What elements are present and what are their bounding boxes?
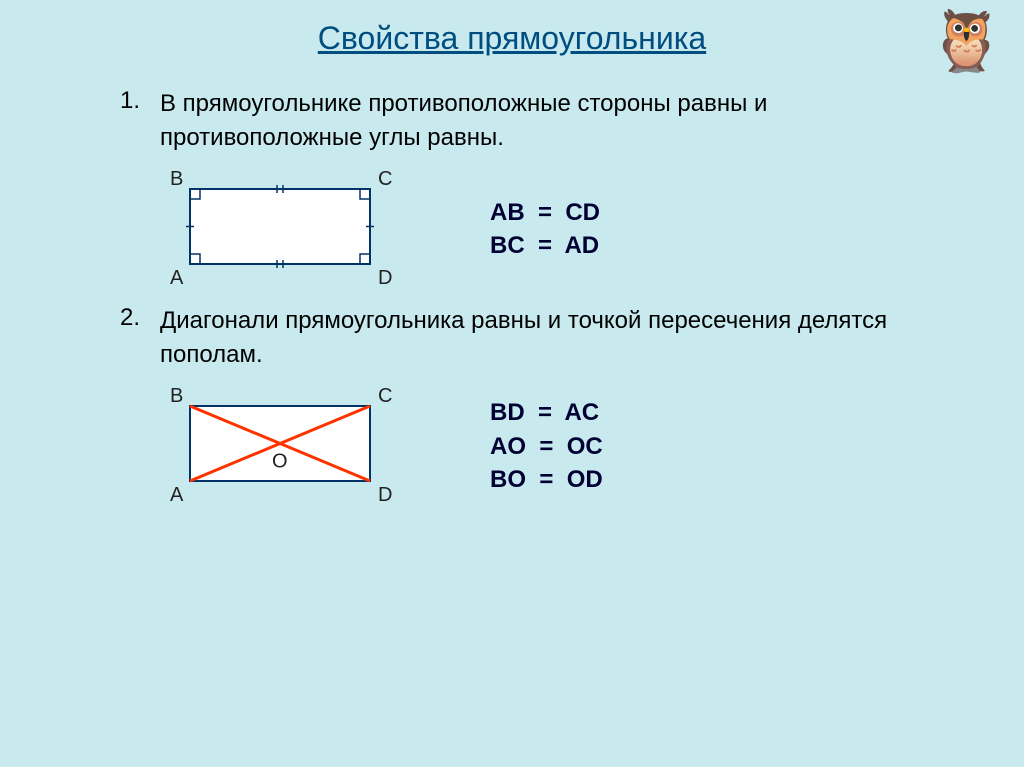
svg-text:C: C [378, 168, 392, 190]
content-area: 1. В прямоугольнике противоположные стор… [0, 57, 1024, 511]
item-text: В прямоугольнике противоположные стороны… [160, 87, 934, 154]
svg-text:A: A [170, 267, 184, 289]
svg-text:B: B [170, 168, 183, 190]
rectangle-figure-2: B C A D O [150, 381, 430, 511]
property-1: 1. В прямоугольнике противоположные стор… [90, 87, 934, 154]
equations-1: AB = CD BC = AD [490, 196, 600, 263]
eq-ab-cd: AB = CD [490, 196, 600, 230]
rectangle-figure-1: B C A D [150, 164, 430, 294]
item-number: 1. [90, 87, 160, 154]
svg-text:D: D [378, 484, 392, 506]
item-number: 2. [90, 304, 160, 371]
svg-text:O: O [272, 451, 288, 473]
figure-row-1: B C A D AB = CD BC = AD [150, 164, 934, 294]
svg-text:B: B [170, 385, 183, 407]
eq-bd-ac: BD = AC [490, 396, 603, 430]
eq-bo-od: BO = OD [490, 463, 603, 497]
page-title: Свойства прямоугольника [0, 0, 1024, 57]
svg-text:D: D [378, 267, 392, 289]
svg-text:A: A [170, 484, 184, 506]
property-2: 2. Диагонали прямоугольника равны и точк… [90, 304, 934, 371]
item-text: Диагонали прямоугольника равны и точкой … [160, 304, 934, 371]
owl-icon: 🦉 [929, 5, 1004, 76]
eq-bc-ad: BC = AD [490, 229, 600, 263]
equations-2: BD = AC AO = OC BO = OD [490, 396, 603, 497]
eq-ao-oc: AO = OC [490, 430, 603, 464]
svg-text:C: C [378, 385, 392, 407]
figure-row-2: B C A D O BD = AC AO = OC BO = OD [150, 381, 934, 511]
